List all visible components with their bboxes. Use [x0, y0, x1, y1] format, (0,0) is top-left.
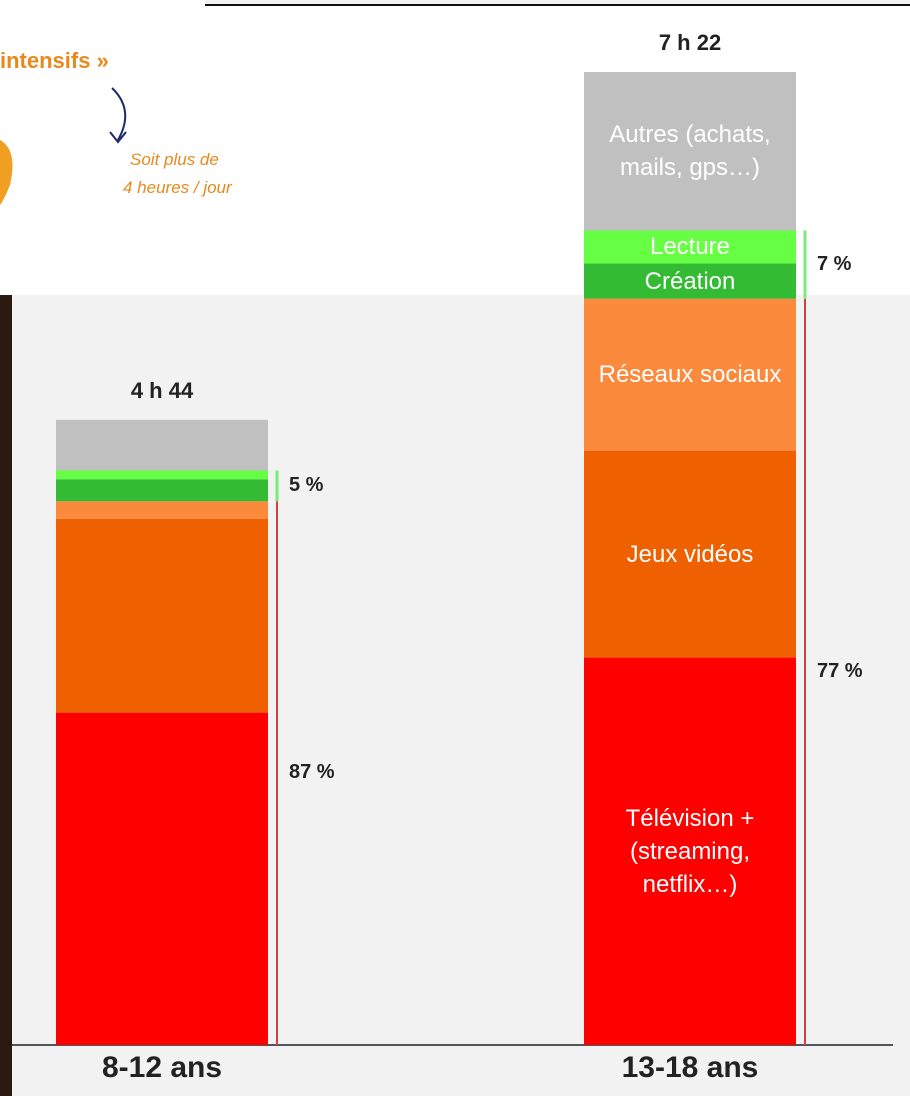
bar-total: 7 h 22	[658, 30, 722, 55]
bar-segment	[584, 263, 796, 299]
bar-total: 4 h 44	[130, 377, 194, 403]
segment-label: Autres (achats, mails, gps…)	[609, 121, 771, 182]
segment-label: Lecture	[649, 233, 731, 261]
bar-segment	[584, 450, 796, 658]
share-label: 5 %	[289, 473, 324, 496]
bar-segment	[56, 712, 268, 1045]
x-tick-label: 8-12 ans	[101, 1051, 223, 1084]
side-panel	[0, 295, 12, 1096]
x-tick-label: 13-18 ans	[621, 1051, 759, 1084]
bar-segment	[56, 501, 268, 519]
bar-segment	[56, 518, 268, 713]
segment-label: Jeux vidéos	[626, 540, 754, 568]
bar-segment	[56, 470, 268, 480]
segment-label: Création	[644, 267, 736, 295]
arrow	[109, 87, 127, 144]
inset-note: Soit plus de	[130, 150, 219, 169]
inset-title: intensifs »	[0, 48, 109, 73]
share-label: 87 %	[289, 761, 335, 784]
share-label: 7 %	[817, 252, 852, 275]
bar-segment	[56, 479, 268, 502]
bar-segment	[584, 72, 796, 231]
inset-panel	[0, 0, 205, 295]
inset-note: 4 heures / jour	[123, 178, 232, 197]
bar-segment	[584, 657, 796, 1045]
segment-label: Réseaux sociaux	[598, 361, 782, 389]
share-label: 77 %	[817, 659, 863, 682]
segment-label: Télévision + (streaming, netflix…)	[625, 804, 755, 898]
bar-segment	[584, 230, 796, 264]
flame-icon	[0, 140, 13, 205]
bar-segment	[584, 298, 796, 451]
bar-segment	[56, 419, 268, 471]
